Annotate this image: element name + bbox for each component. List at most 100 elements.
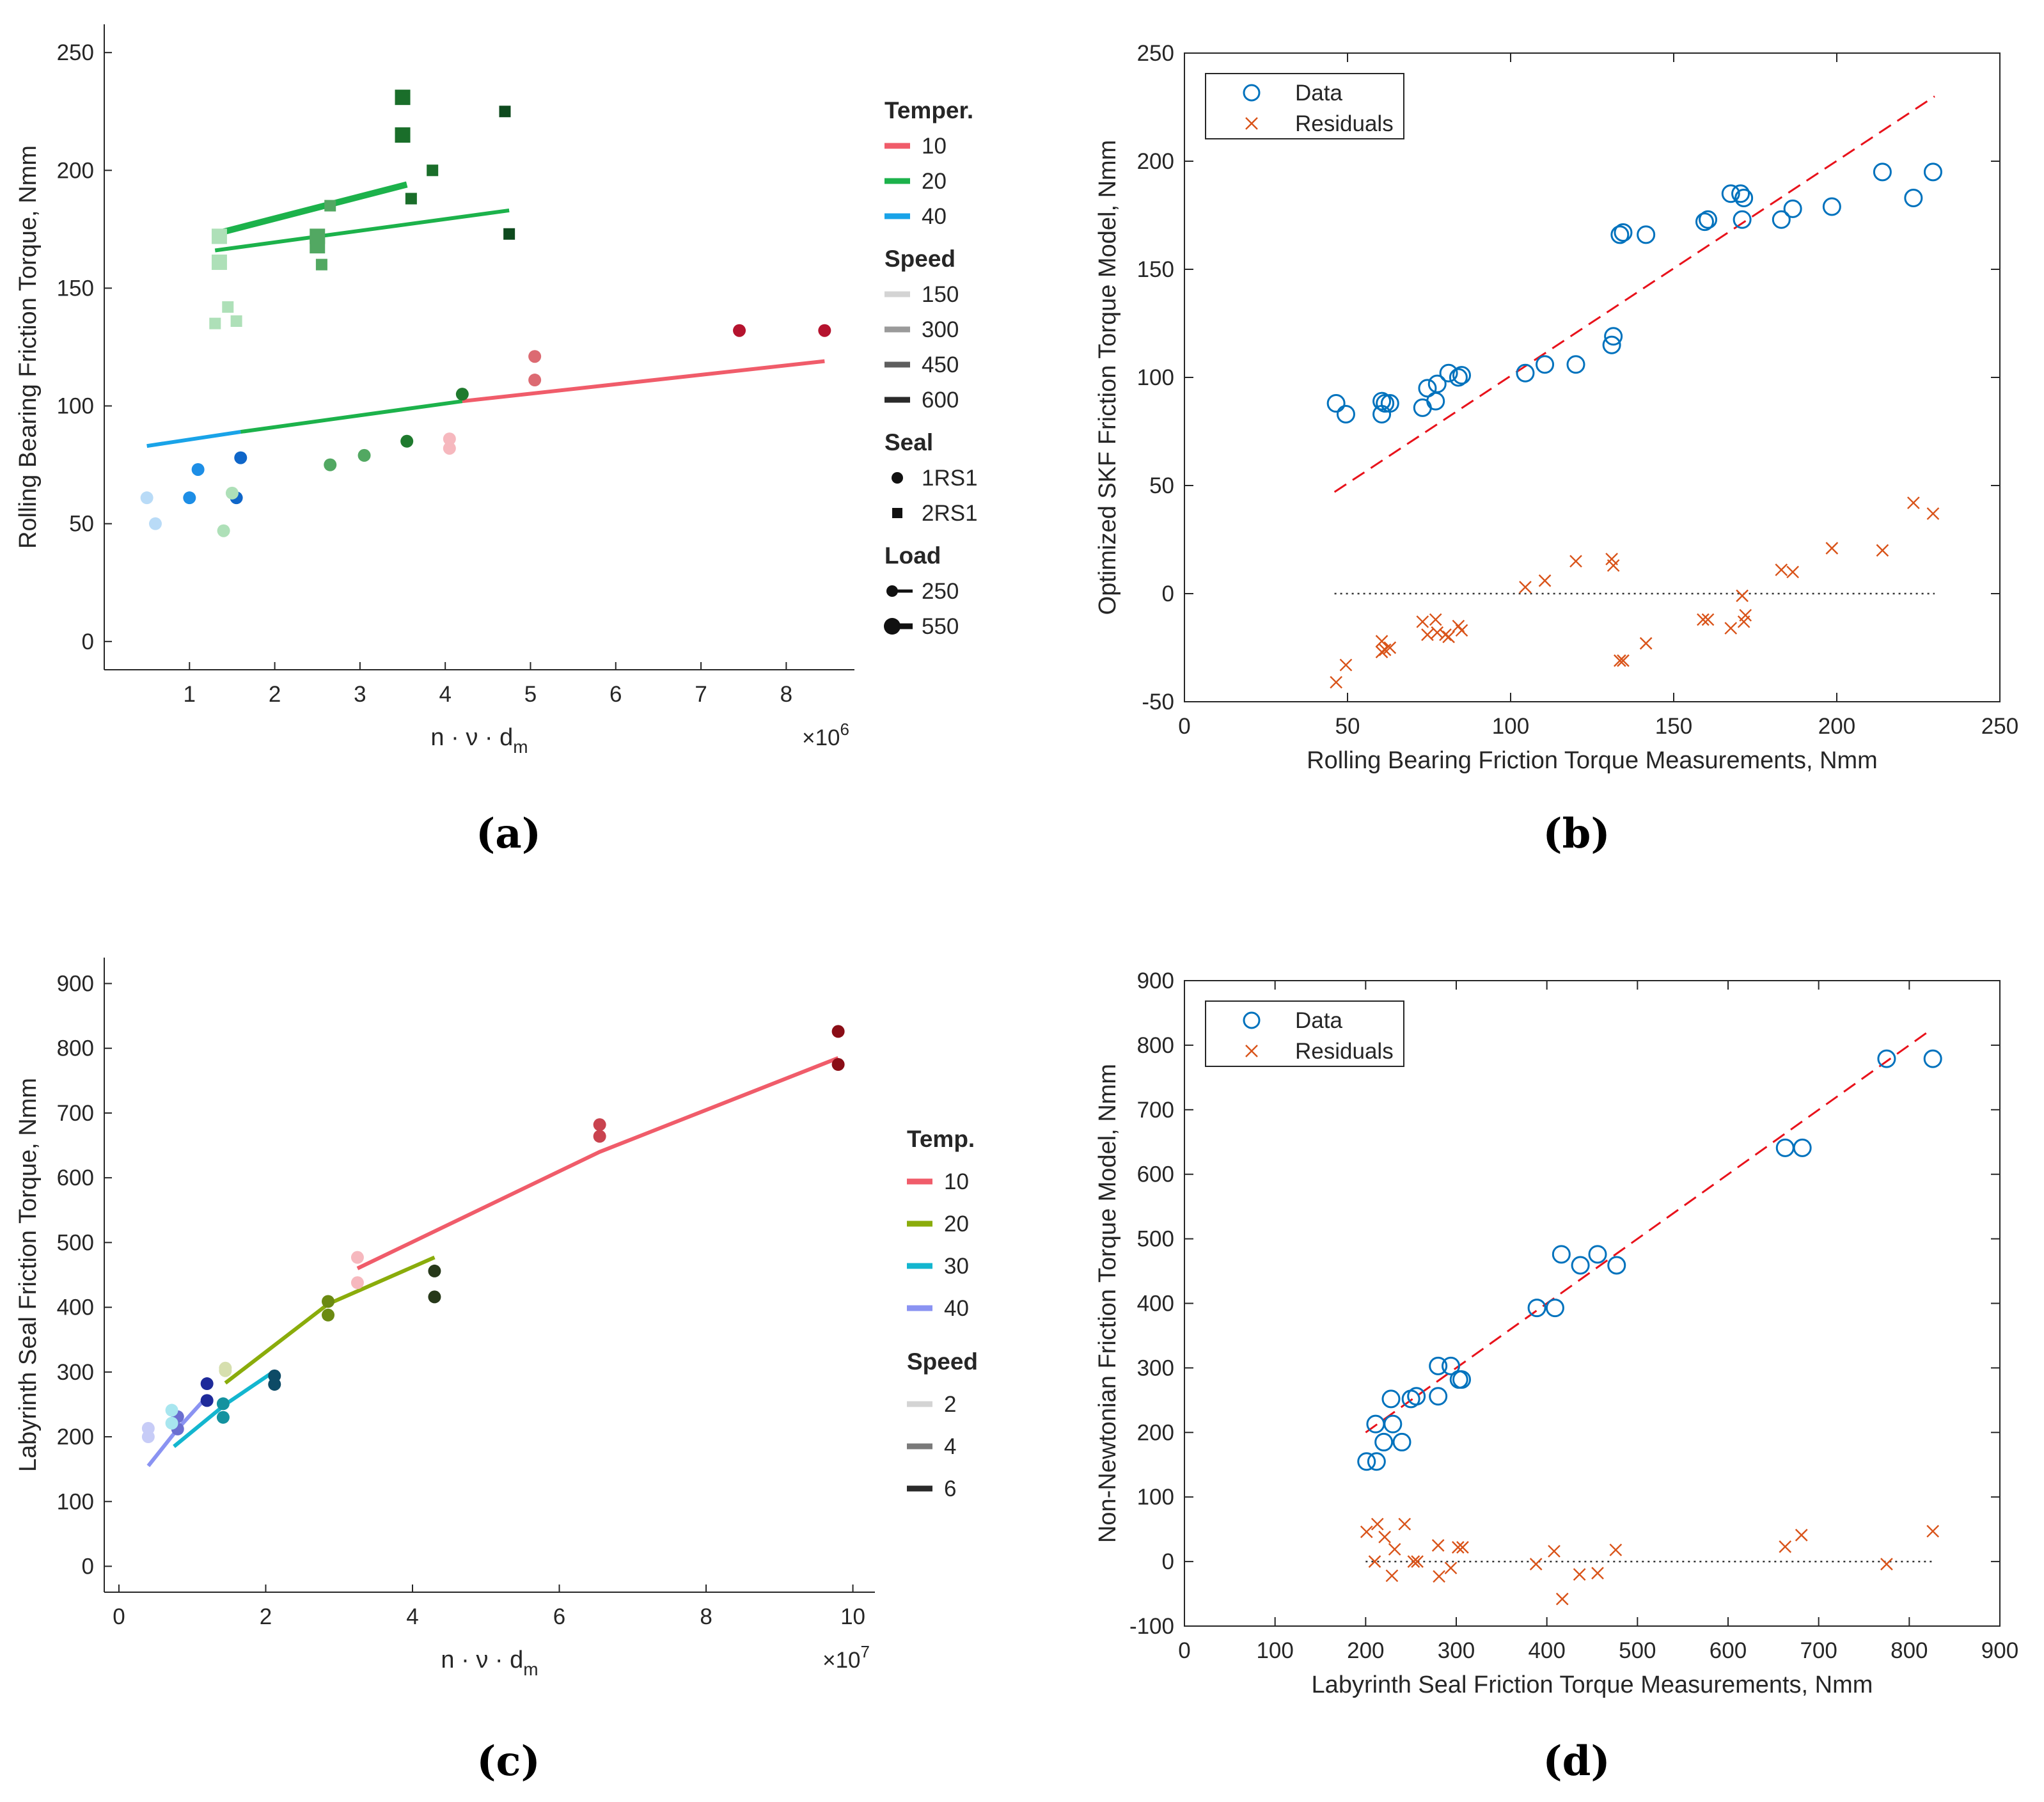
identity-fit-line [1365,1028,1933,1434]
x-tick-label: 900 [1981,1638,2018,1663]
x-tick-label: 5 [524,682,537,707]
residual-x-marker [1701,613,1715,626]
circle-data-marker [165,1403,178,1417]
y-tick-label: 500 [1137,1227,1174,1252]
residual-x-marker [1569,555,1582,568]
y-axis-label: Labyrinth Seal Friction Torque, Nmm [15,1078,42,1472]
legend-entry-label: 6 [944,1476,956,1501]
residual-x-marker [1456,1541,1469,1554]
legend-load-dot-icon [884,618,900,635]
residual-x-marker [1385,1569,1399,1583]
data-circle-marker [1734,188,1754,207]
residual-x-marker [1444,1561,1458,1575]
circle-data-marker [216,1397,230,1411]
y-tick-label: 800 [1137,1033,1174,1058]
residual-x-marker [1398,1517,1411,1531]
data-circle-marker [1413,398,1432,417]
x-exponent-label: ×106 [802,720,849,750]
square-data-marker [503,228,515,240]
circle-data-marker [831,1058,845,1071]
data-circle-marker [1366,1414,1385,1434]
square-data-marker [315,258,327,271]
data-circle-marker [1610,225,1630,244]
x-tick-label: 300 [1438,1638,1475,1663]
residual-x-marker [1439,628,1452,642]
circle-data-marker [200,1377,214,1391]
y-tick-label: 250 [57,40,94,65]
circle-data-marker [350,1251,364,1264]
residual-x-marker [1431,626,1444,639]
legend-entry-label: 2RS1 [922,501,978,526]
y-tick-label: 100 [57,1489,94,1514]
circle-data-marker [268,1369,281,1382]
residual-x-marker [1926,1524,1940,1538]
circle-data-marker [350,1276,364,1290]
y-tick-label: -50 [1142,690,1174,715]
circle-data-marker [593,1130,606,1143]
y-tick-label: 400 [1137,1292,1174,1316]
data-circle-marker [1733,210,1752,229]
data-circle-marker [1429,1387,1448,1406]
x-exponent-label: ×107 [822,1642,870,1673]
legend-title: Temper. [884,97,973,123]
residual-x-marker [1639,636,1653,650]
data-circle-marker [1783,199,1802,218]
x-tick-label: 100 [1256,1638,1293,1663]
x-tick-label: 6 [609,682,622,707]
data-circle-marker [1452,1370,1471,1389]
residual-x-marker [1555,1592,1569,1606]
data-circle-marker [1527,1299,1546,1318]
residual-x-marker [1455,624,1468,637]
residual-x-marker [1429,613,1442,626]
legend-box [1205,1000,1404,1067]
fit-line-temp20-1RS1-250 [240,399,463,434]
legend-data-circle-icon [1243,84,1261,102]
residual-x-marker [1609,1544,1623,1556]
legend-entry-label: 10 [944,1169,969,1194]
data-circle-marker [1775,1138,1795,1157]
residual-x-marker [1724,622,1738,635]
residual-x-marker [1368,1555,1381,1568]
y-tick-label: 200 [1137,149,1174,174]
legend-entry-label: 4 [944,1434,956,1459]
legend-circle-icon [892,472,903,484]
x-tick-label: 6 [553,1604,565,1629]
data-circle-marker [1426,391,1445,411]
data-circle-marker [1731,184,1750,203]
residual-x-marker [1360,1525,1373,1538]
circle-data-marker [322,1308,335,1322]
y-tick-label: 0 [1162,1549,1174,1574]
circle-data-marker [141,1421,155,1435]
x-tick-label: 0 [113,1604,125,1629]
y-tick-label: 300 [57,1360,94,1385]
residual-x-marker [1538,574,1552,587]
data-circle-marker [1571,1256,1590,1275]
data-circle-marker [1372,391,1392,411]
x-tick-label: 4 [439,682,451,707]
data-circle-marker [1637,225,1656,244]
data-circle-marker [1545,1299,1564,1318]
caption-a: (a) [476,810,541,858]
data-circle-marker [1407,1387,1426,1406]
legend-entry-label: 10 [922,134,947,159]
circle-data-marker [818,324,831,337]
residual-x-marker [1697,613,1710,626]
square-data-marker [211,228,227,244]
data-circle-marker [1614,223,1633,242]
fit-line-temp10 [356,1056,839,1270]
x-tick-label: 200 [1347,1638,1384,1663]
x-tick-label: 600 [1710,1638,1747,1663]
data-circle-marker [1439,363,1458,383]
legend-entry-label: 300 [922,317,959,342]
data-circle-marker [1604,327,1623,346]
residual-x-marker [1421,628,1434,642]
y-tick-label: 900 [1137,968,1174,993]
y-tick-label: 600 [1137,1162,1174,1187]
x-tick-label: 8 [780,682,792,707]
caption-d: (d) [1543,1737,1610,1785]
circle-data-marker [322,1295,335,1308]
data-circle-marker [1381,1389,1401,1409]
circle-data-marker [358,448,371,462]
data-circle-marker [1721,184,1740,203]
